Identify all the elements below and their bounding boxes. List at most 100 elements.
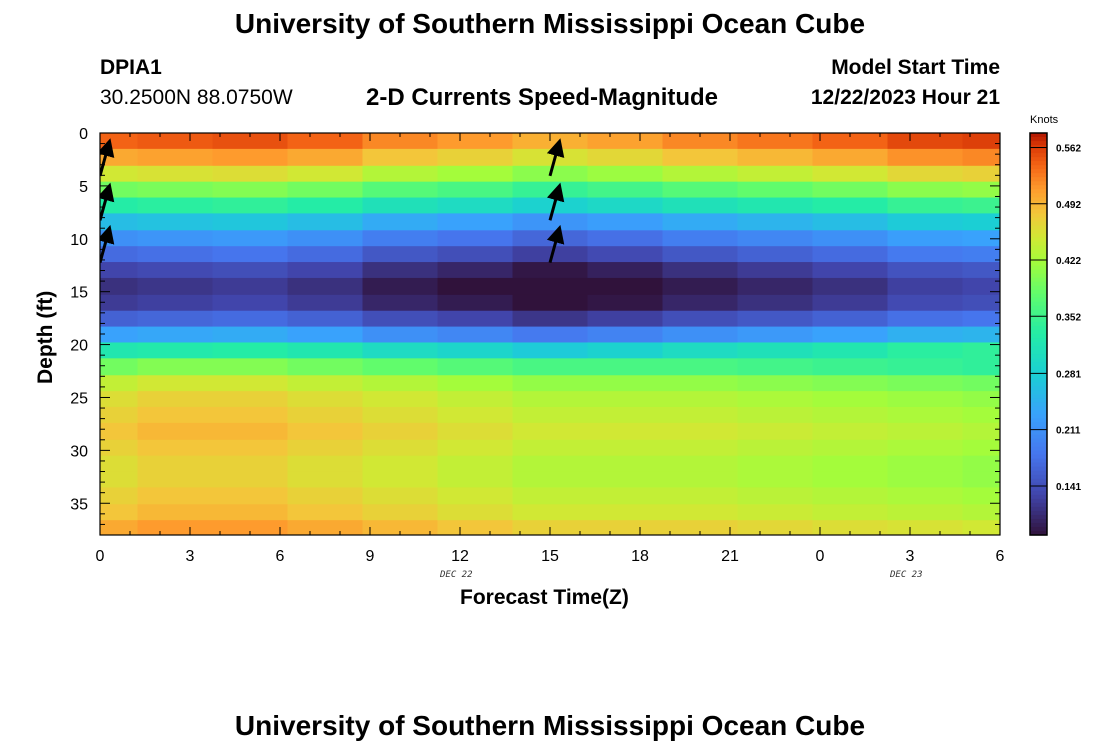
heatmap-cell bbox=[737, 358, 814, 376]
heatmap-cell bbox=[512, 230, 589, 247]
heatmap-cell bbox=[287, 310, 364, 328]
heatmap-cell bbox=[887, 230, 964, 247]
heatmap-cell bbox=[887, 277, 964, 296]
heatmap-cell bbox=[512, 391, 589, 408]
colorbar-segment bbox=[1030, 265, 1047, 271]
heatmap-cell bbox=[737, 181, 814, 199]
heatmap-cell bbox=[100, 471, 139, 488]
heatmap-cells bbox=[100, 133, 1000, 535]
heatmap-cell bbox=[137, 391, 214, 408]
heatmap-cell bbox=[662, 277, 739, 296]
heatmap-cell bbox=[962, 391, 1000, 408]
y-tick-label: 35 bbox=[70, 496, 88, 513]
heatmap-cell bbox=[212, 375, 289, 392]
heatmap-cell bbox=[962, 294, 1000, 312]
colorbar-segment bbox=[1030, 141, 1047, 146]
heatmap-cell bbox=[512, 310, 589, 328]
heatmap-cell bbox=[512, 246, 589, 263]
heatmap-cell bbox=[587, 471, 664, 488]
colorbar-segment bbox=[1030, 237, 1047, 243]
colorbar-segment bbox=[1030, 289, 1047, 295]
heatmap-cell bbox=[100, 294, 139, 312]
colorbar-segment bbox=[1030, 450, 1047, 456]
heatmap-cell bbox=[737, 406, 814, 424]
heatmap-cell bbox=[137, 520, 214, 535]
colorbar-segment bbox=[1030, 305, 1047, 311]
model-start-value: 12/22/2023 Hour 21 bbox=[810, 86, 1000, 109]
colorbar-tick-label: 0.211 bbox=[1056, 426, 1081, 437]
colorbar-segment bbox=[1030, 149, 1047, 154]
x-tick-label: 6 bbox=[276, 548, 285, 565]
colorbar-segment bbox=[1030, 197, 1047, 202]
x-tick-label: 21 bbox=[721, 548, 739, 565]
heatmap-cell bbox=[100, 358, 139, 376]
heatmap-cell bbox=[737, 520, 814, 535]
heatmap-cell bbox=[812, 391, 889, 408]
heatmap-cell bbox=[812, 148, 889, 167]
heatmap-cell bbox=[512, 197, 589, 214]
chart-subtitle: 2-D Currents Speed-Magnitude bbox=[366, 84, 719, 111]
heatmap-cell bbox=[287, 197, 364, 214]
y-tick-label: 10 bbox=[70, 232, 88, 249]
heatmap-cell bbox=[437, 358, 514, 376]
heatmap-cell bbox=[212, 262, 289, 279]
station-id: DPIA1 bbox=[100, 56, 162, 79]
colorbar-segment bbox=[1030, 526, 1047, 532]
colorbar-segment bbox=[1030, 225, 1047, 231]
heatmap-cell bbox=[437, 230, 514, 247]
y-tick-label: 5 bbox=[79, 179, 88, 196]
heatmap-cell bbox=[737, 471, 814, 488]
heatmap-cell bbox=[812, 230, 889, 247]
heatmap-cell bbox=[212, 391, 289, 408]
heatmap-cell bbox=[587, 294, 664, 312]
heatmap-cell bbox=[887, 375, 964, 392]
colorbar-segment bbox=[1030, 350, 1047, 355]
heatmap-cell bbox=[287, 213, 364, 231]
heatmap-cell bbox=[812, 422, 889, 441]
current-direction-arrow bbox=[546, 182, 565, 221]
x-tick-label: 6 bbox=[996, 548, 1005, 565]
heatmap-cell bbox=[287, 262, 364, 279]
heatmap-cell bbox=[587, 358, 664, 376]
heatmap-cell bbox=[437, 487, 514, 505]
heatmap-cell bbox=[212, 326, 289, 344]
heatmap-cell bbox=[212, 181, 289, 199]
colorbar-segment bbox=[1030, 157, 1047, 162]
heatmap-cell bbox=[662, 358, 739, 376]
x-tick-label: 12 bbox=[451, 548, 469, 565]
heatmap-cell bbox=[437, 148, 514, 167]
heatmap-cell bbox=[887, 487, 964, 505]
heatmap-cell bbox=[362, 148, 439, 167]
heatmap-cell bbox=[662, 213, 739, 231]
heatmap-cell bbox=[137, 181, 214, 199]
colorbar-segment bbox=[1030, 470, 1047, 476]
heatmap-cell bbox=[362, 471, 439, 488]
heatmap-cell bbox=[137, 504, 214, 521]
colorbar-segment bbox=[1030, 494, 1047, 500]
colorbar-segment bbox=[1030, 406, 1047, 411]
heatmap-cell bbox=[100, 342, 139, 359]
heatmap-cell bbox=[812, 310, 889, 328]
heatmap-cell bbox=[287, 133, 364, 150]
heatmap-cell bbox=[887, 358, 964, 376]
heatmap-cell bbox=[287, 326, 364, 344]
heatmap-cell bbox=[737, 455, 814, 473]
colorbar-segment bbox=[1030, 185, 1047, 190]
colorbar-segment bbox=[1030, 301, 1047, 307]
heatmap-cell bbox=[737, 504, 814, 521]
heatmap-cell bbox=[812, 197, 889, 214]
colorbar-segment bbox=[1030, 398, 1047, 403]
heatmap-cell bbox=[737, 487, 814, 505]
colorbar-segment bbox=[1030, 426, 1047, 432]
heatmap-cell bbox=[100, 391, 139, 408]
heatmap-cell bbox=[437, 181, 514, 199]
heatmap-cell bbox=[137, 358, 214, 376]
heatmap-cell bbox=[212, 455, 289, 473]
heatmap-cell bbox=[737, 342, 814, 359]
heatmap-cell bbox=[812, 213, 889, 231]
heatmap-cell bbox=[137, 375, 214, 392]
colorbar-segment bbox=[1030, 390, 1047, 395]
heatmap-cell bbox=[362, 455, 439, 473]
heatmap-cell bbox=[887, 520, 964, 535]
